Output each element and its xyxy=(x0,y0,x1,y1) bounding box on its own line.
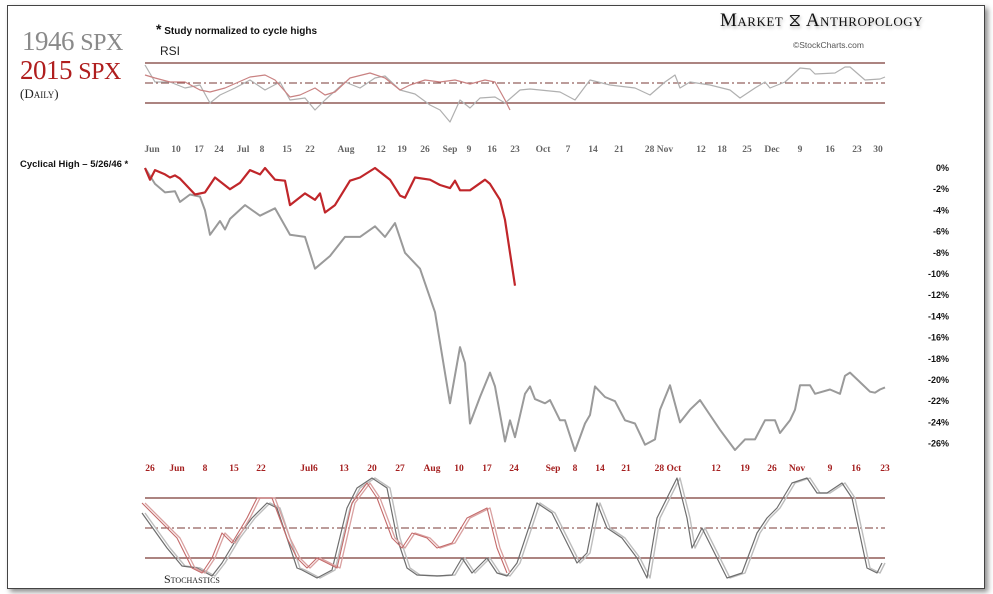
x-tick-1946: 23 xyxy=(852,145,862,155)
y-tick-label: -26% xyxy=(928,439,949,449)
x-tick-1946: Aug xyxy=(338,145,355,155)
rsi-label: RSI xyxy=(160,44,181,58)
x-tick-1946: 23 xyxy=(510,145,520,155)
x-tick-2015: 19 xyxy=(740,464,750,474)
x-tick-1946: Oct xyxy=(536,145,552,155)
x-tick-1946: 15 xyxy=(282,145,292,155)
x-tick-1946: Dec xyxy=(764,145,779,155)
y-tick-label: -6% xyxy=(933,227,949,237)
rsi-line-2015 xyxy=(144,72,511,111)
y-tick-label: -24% xyxy=(928,417,949,427)
x-tick-2015: 23 xyxy=(880,464,890,474)
x-tick-1946: 21 xyxy=(614,145,624,155)
series-line-1946 xyxy=(144,167,886,452)
note-asterisk: * xyxy=(156,21,162,37)
x-tick-2015: 27 xyxy=(395,464,405,474)
stochastics-label: Stochastics xyxy=(164,572,220,586)
x-tick-2015: 20 xyxy=(367,464,377,474)
legend-1946: 1946 SPX xyxy=(22,26,123,57)
x-tick-1946: 9 xyxy=(798,145,803,155)
x-tick-2015: Jul6 xyxy=(300,464,318,474)
x-tick-2015: Nov xyxy=(789,464,806,474)
x-tick-2015: Sep xyxy=(546,464,561,474)
y-tick-label: -4% xyxy=(933,205,949,215)
y-tick-label: -20% xyxy=(928,375,949,385)
x-tick-2015: 26 xyxy=(767,464,777,474)
brand-left: Market xyxy=(720,10,784,31)
legend-2015: 2015 SPX xyxy=(20,55,121,86)
brand-right: Anthropology xyxy=(805,10,924,31)
dna-icon: ⧖ xyxy=(788,10,802,30)
x-tick-1946: 12 xyxy=(696,145,706,155)
y-tick-label: -10% xyxy=(928,269,949,279)
x-tick-1946: 22 xyxy=(305,145,315,155)
x-tick-1946: 9 xyxy=(467,145,472,155)
y-tick-label: -16% xyxy=(928,333,949,343)
study-note: * Study normalized to cycle highs xyxy=(156,21,317,37)
x-tick-1946: Sep xyxy=(443,145,458,155)
stoch-line-2015 xyxy=(141,482,508,574)
x-tick-1946: 24 xyxy=(214,145,224,155)
x-tick-2015: 9 xyxy=(828,464,833,474)
x-tick-1946: 16 xyxy=(825,145,835,155)
legend-1946-year: 1946 xyxy=(22,26,75,56)
x-tick-1946: 12 xyxy=(376,145,386,155)
x-tick-2015: 28 Oct xyxy=(655,464,682,474)
x-tick-2015: 8 xyxy=(203,464,208,474)
y-tick-label: -2% xyxy=(933,184,949,194)
x-tick-2015: 22 xyxy=(256,464,266,474)
x-tick-1946: 7 xyxy=(566,145,571,155)
x-tick-2015: Jun xyxy=(169,464,185,474)
x-tick-1946: 16 xyxy=(487,145,497,155)
cycle-high-label: Cyclical High – 5/26/46 * xyxy=(20,159,129,170)
stoch-signal-2015 xyxy=(144,482,511,574)
x-tick-1946: 8 xyxy=(260,145,265,155)
x-tick-1946: 30 xyxy=(873,145,883,155)
x-tick-1946: 18 xyxy=(717,145,727,155)
legend-1946-suffix: SPX xyxy=(80,30,123,56)
y-tick-label: -12% xyxy=(928,290,949,300)
x-tick-2015: 10 xyxy=(454,464,464,474)
y-tick-label: -8% xyxy=(933,248,949,258)
frequency-label: (Daily) xyxy=(20,86,59,101)
x-tick-2015: 14 xyxy=(595,464,605,474)
x-tick-1946: 14 xyxy=(588,145,598,155)
y-tick-label: -18% xyxy=(928,354,949,364)
note-text: Study normalized to cycle highs xyxy=(164,26,318,37)
x-tick-2015: Aug xyxy=(424,464,441,474)
series-line-2015 xyxy=(143,166,517,286)
legend-2015-suffix: SPX xyxy=(78,59,121,85)
x-tick-1946: 26 xyxy=(420,145,430,155)
x-tick-2015: 26 xyxy=(145,464,155,474)
legend-2015-year: 2015 xyxy=(20,55,73,85)
chart-frame xyxy=(7,5,985,589)
x-tick-1946: 10 xyxy=(171,145,181,155)
rsi-line-1946 xyxy=(144,64,886,123)
y-tick-label: -22% xyxy=(928,396,949,406)
y-tick-label: 0% xyxy=(936,163,949,173)
x-tick-1946: Jul xyxy=(237,145,250,155)
brand-logo: Market ⧖ Anthropology xyxy=(720,10,923,32)
source-credit: ©StockCharts.com xyxy=(793,40,864,50)
x-tick-1946: 19 xyxy=(397,145,407,155)
x-tick-1946: 28 Nov xyxy=(645,145,673,155)
x-tick-2015: 17 xyxy=(482,464,492,474)
x-tick-2015: 8 xyxy=(573,464,578,474)
x-tick-2015: 21 xyxy=(621,464,631,474)
x-tick-2015: 13 xyxy=(339,464,349,474)
x-tick-1946: 25 xyxy=(742,145,752,155)
x-tick-2015: 16 xyxy=(851,464,861,474)
x-tick-2015: 12 xyxy=(711,464,721,474)
x-tick-2015: 24 xyxy=(509,464,519,474)
y-tick-label: -14% xyxy=(928,311,949,321)
x-tick-1946: 17 xyxy=(194,145,204,155)
x-tick-1946: Jun xyxy=(144,145,160,155)
x-tick-2015: 15 xyxy=(229,464,239,474)
